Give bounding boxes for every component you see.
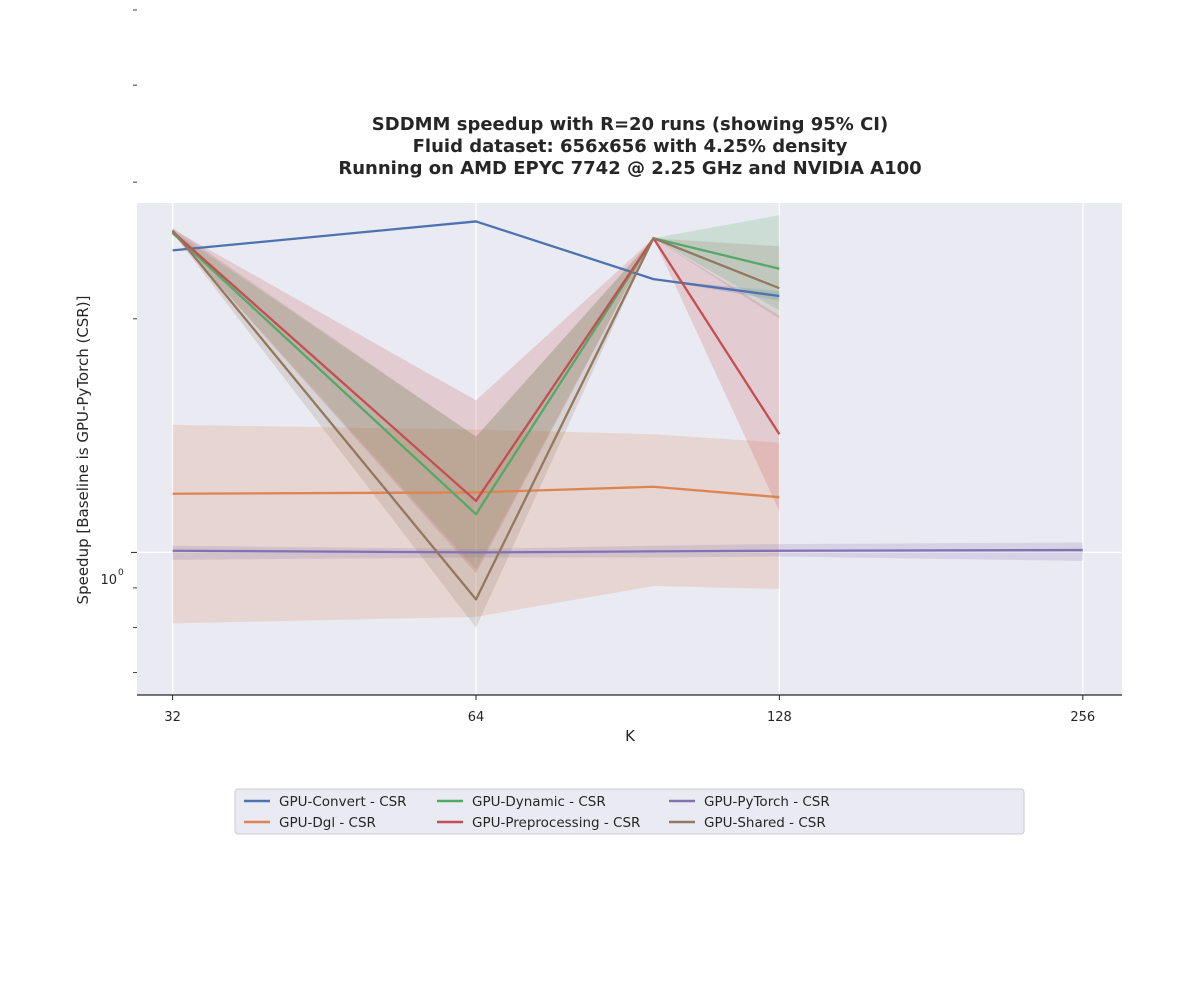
series-line-gpu-dgl-csr xyxy=(172,485,780,499)
legend-entry-label: GPU-Preprocessing - CSR xyxy=(472,815,640,831)
x-axis-ticks: 32 64 128 256 xyxy=(164,695,1095,725)
series-line-gpu-shared-csr xyxy=(171,229,780,601)
ci-band-gpu-shared-csr xyxy=(172,227,780,628)
series-line-gpu-convert-csr xyxy=(172,220,780,298)
x-tick-label: 256 xyxy=(1070,710,1095,725)
ci-band-gpu-dynamic-csr xyxy=(172,215,780,570)
legend-entry-label: GPU-Convert - CSR xyxy=(279,794,407,810)
chart-title-line-2: Fluid dataset: 656x656 with 4.25% densit… xyxy=(413,136,848,157)
chart-title: SDDMM speedup with R=20 runs (showing 95… xyxy=(338,114,921,179)
x-tick-label: 32 xyxy=(164,710,181,725)
legend-box xyxy=(234,788,1025,835)
series-line-gpu-preprocessing-csr xyxy=(171,230,781,503)
series-line-gpu-dynamic-csr xyxy=(171,232,780,516)
x-tick-label: 64 xyxy=(468,710,485,725)
ci-band-gpu-preprocessing-csr xyxy=(172,229,780,574)
legend-entry-label: GPU-Dgl - CSR xyxy=(279,815,376,831)
chart-title-line-1: SDDMM speedup with R=20 runs (showing 95… xyxy=(372,114,888,135)
legend-entry-label: GPU-PyTorch - CSR xyxy=(704,794,830,810)
x-axis-label: K xyxy=(625,727,636,745)
grid-lines xyxy=(137,203,1122,695)
series-lines xyxy=(171,220,1083,601)
y-axis-label: Speedup [Baseline is GPU-PyTorch (CSR)] xyxy=(74,296,92,605)
ci-band-gpu-dgl-csr xyxy=(172,424,780,624)
legend-entry-label: GPU-Shared - CSR xyxy=(704,815,826,831)
y-tick-label-exponent: 0 xyxy=(118,568,124,578)
legend: GPU-Convert - CSR GPU-Dgl - CSR GPU-Dynami… xyxy=(234,788,1025,835)
y-axis-ticks: 10 0 xyxy=(100,9,137,674)
chart-title-line-3: Running on AMD EPYC 7742 @ 2.25 GHz and … xyxy=(338,158,921,179)
x-tick-label: 128 xyxy=(767,710,792,725)
series-line-gpu-pytorch-csr xyxy=(172,548,1083,554)
y-tick-label-base: 10 xyxy=(100,573,117,588)
legend-entry-label: GPU-Dynamic - CSR xyxy=(472,794,606,810)
